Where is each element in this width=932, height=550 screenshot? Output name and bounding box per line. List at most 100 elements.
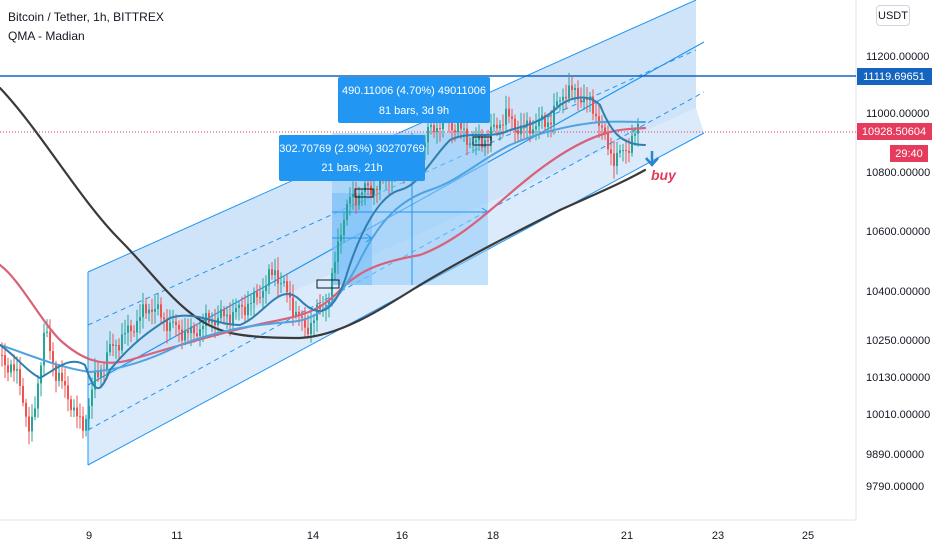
candle-body (334, 261, 336, 273)
candle-body (145, 304, 147, 314)
price-axis[interactable]: 11200.00000 11000.00000 10800.00000 10600.0… (866, 51, 930, 493)
candle-body (484, 140, 486, 148)
candle-body (220, 309, 222, 318)
candle-body (595, 113, 597, 117)
candle-body (124, 332, 126, 335)
candle-body (580, 99, 582, 103)
candle-body (169, 322, 171, 331)
candle-body (262, 291, 264, 298)
candle-body (166, 319, 168, 331)
candle-body (436, 128, 438, 133)
candle-body (532, 129, 534, 134)
candle-body (52, 351, 54, 364)
candle-body (202, 326, 204, 329)
candle-body (313, 320, 315, 323)
price-tick-label: 11200.00000 (866, 51, 929, 63)
candle-body (88, 405, 90, 419)
candle-body (256, 291, 258, 298)
candle-body (520, 125, 522, 135)
currency-button[interactable]: USDT (876, 5, 910, 26)
candle-body (316, 304, 318, 321)
candle-body (616, 152, 618, 166)
candle-body (559, 100, 561, 102)
candle-body (508, 108, 510, 117)
callout-1-line2: 81 bars, 3d 9h (379, 105, 449, 117)
candle-body (454, 130, 456, 133)
ma-long-line (0, 86, 647, 340)
candle-body (1, 355, 3, 356)
candle-body (148, 309, 150, 314)
candle-body (190, 326, 192, 334)
candle-body (349, 197, 351, 204)
candle-body (157, 304, 159, 309)
candle-body (535, 126, 537, 130)
candle-body (175, 321, 177, 325)
candle-body (517, 130, 519, 135)
marker-box-2 (354, 188, 374, 198)
candle-body (163, 317, 165, 320)
candle-body (538, 119, 540, 127)
candle-body (247, 303, 249, 316)
candle-body (16, 369, 18, 371)
candle-body (46, 331, 48, 333)
buy-annotation: buy (651, 167, 677, 183)
candle-body (544, 115, 546, 127)
candle-body (469, 143, 471, 145)
candle-body (478, 135, 480, 141)
candle-body (493, 124, 495, 127)
candle-body (283, 281, 285, 283)
candle-body (439, 128, 441, 129)
candle-body (64, 381, 66, 386)
time-tick-label: 16 (396, 530, 408, 542)
candle-body (130, 325, 132, 332)
candle-body (172, 321, 174, 323)
candle-body (460, 122, 462, 129)
candle-body (91, 389, 93, 406)
candle-body (139, 317, 141, 321)
candle-body (106, 352, 108, 370)
measure-callout-1[interactable]: 490.11006 (4.70%) 49011006 81 bars, 3d 9… (338, 77, 490, 123)
last-price-marker: 10928.50604 (857, 123, 932, 140)
candle-body (7, 365, 9, 373)
measure-box-2 (332, 193, 372, 285)
candle-body (133, 331, 135, 333)
candle-body (301, 316, 303, 318)
candle-body (235, 308, 237, 312)
time-axis[interactable]: 9 11 14 16 18 21 23 25 (86, 530, 814, 542)
indicator-label: QMA - Madian (8, 29, 85, 43)
channel-lower-fill (88, 108, 704, 465)
candle-body (610, 149, 612, 154)
candle-body (178, 324, 180, 330)
candle-body (340, 235, 342, 242)
candle-body (274, 270, 276, 276)
candle-body (223, 309, 225, 317)
marker-box-3 (472, 136, 492, 146)
candle-body (343, 220, 345, 236)
candle-body (184, 330, 186, 341)
price-tick-label: 9790.00000 (866, 481, 924, 493)
candle-body (43, 332, 45, 366)
candle-body (37, 383, 39, 409)
candle-body (622, 150, 624, 152)
candle-body (67, 385, 69, 400)
candle-body (466, 128, 468, 145)
candle-body (277, 270, 279, 284)
candle-body (181, 329, 183, 341)
candle-body (346, 203, 348, 221)
candle-body (553, 105, 555, 125)
candle-body (70, 399, 72, 411)
price-tick-label: 10250.00000 (866, 335, 930, 347)
candle-body (232, 311, 234, 325)
candle-body (295, 311, 297, 316)
price-tick-label: 10800.00000 (866, 167, 930, 179)
moving-averages-group (0, 86, 647, 390)
candle-body (556, 101, 558, 106)
candle-body (307, 327, 309, 335)
resistance-price: 11119.69651 (863, 71, 925, 83)
measure-callout-2[interactable]: 302.70769 (2.90%) 30270769 21 bars, 21h (279, 135, 425, 181)
candle-body (244, 306, 246, 316)
price-tick-label: 10600.00000 (866, 226, 930, 238)
candle-body (367, 183, 369, 186)
candle-body (628, 150, 630, 153)
